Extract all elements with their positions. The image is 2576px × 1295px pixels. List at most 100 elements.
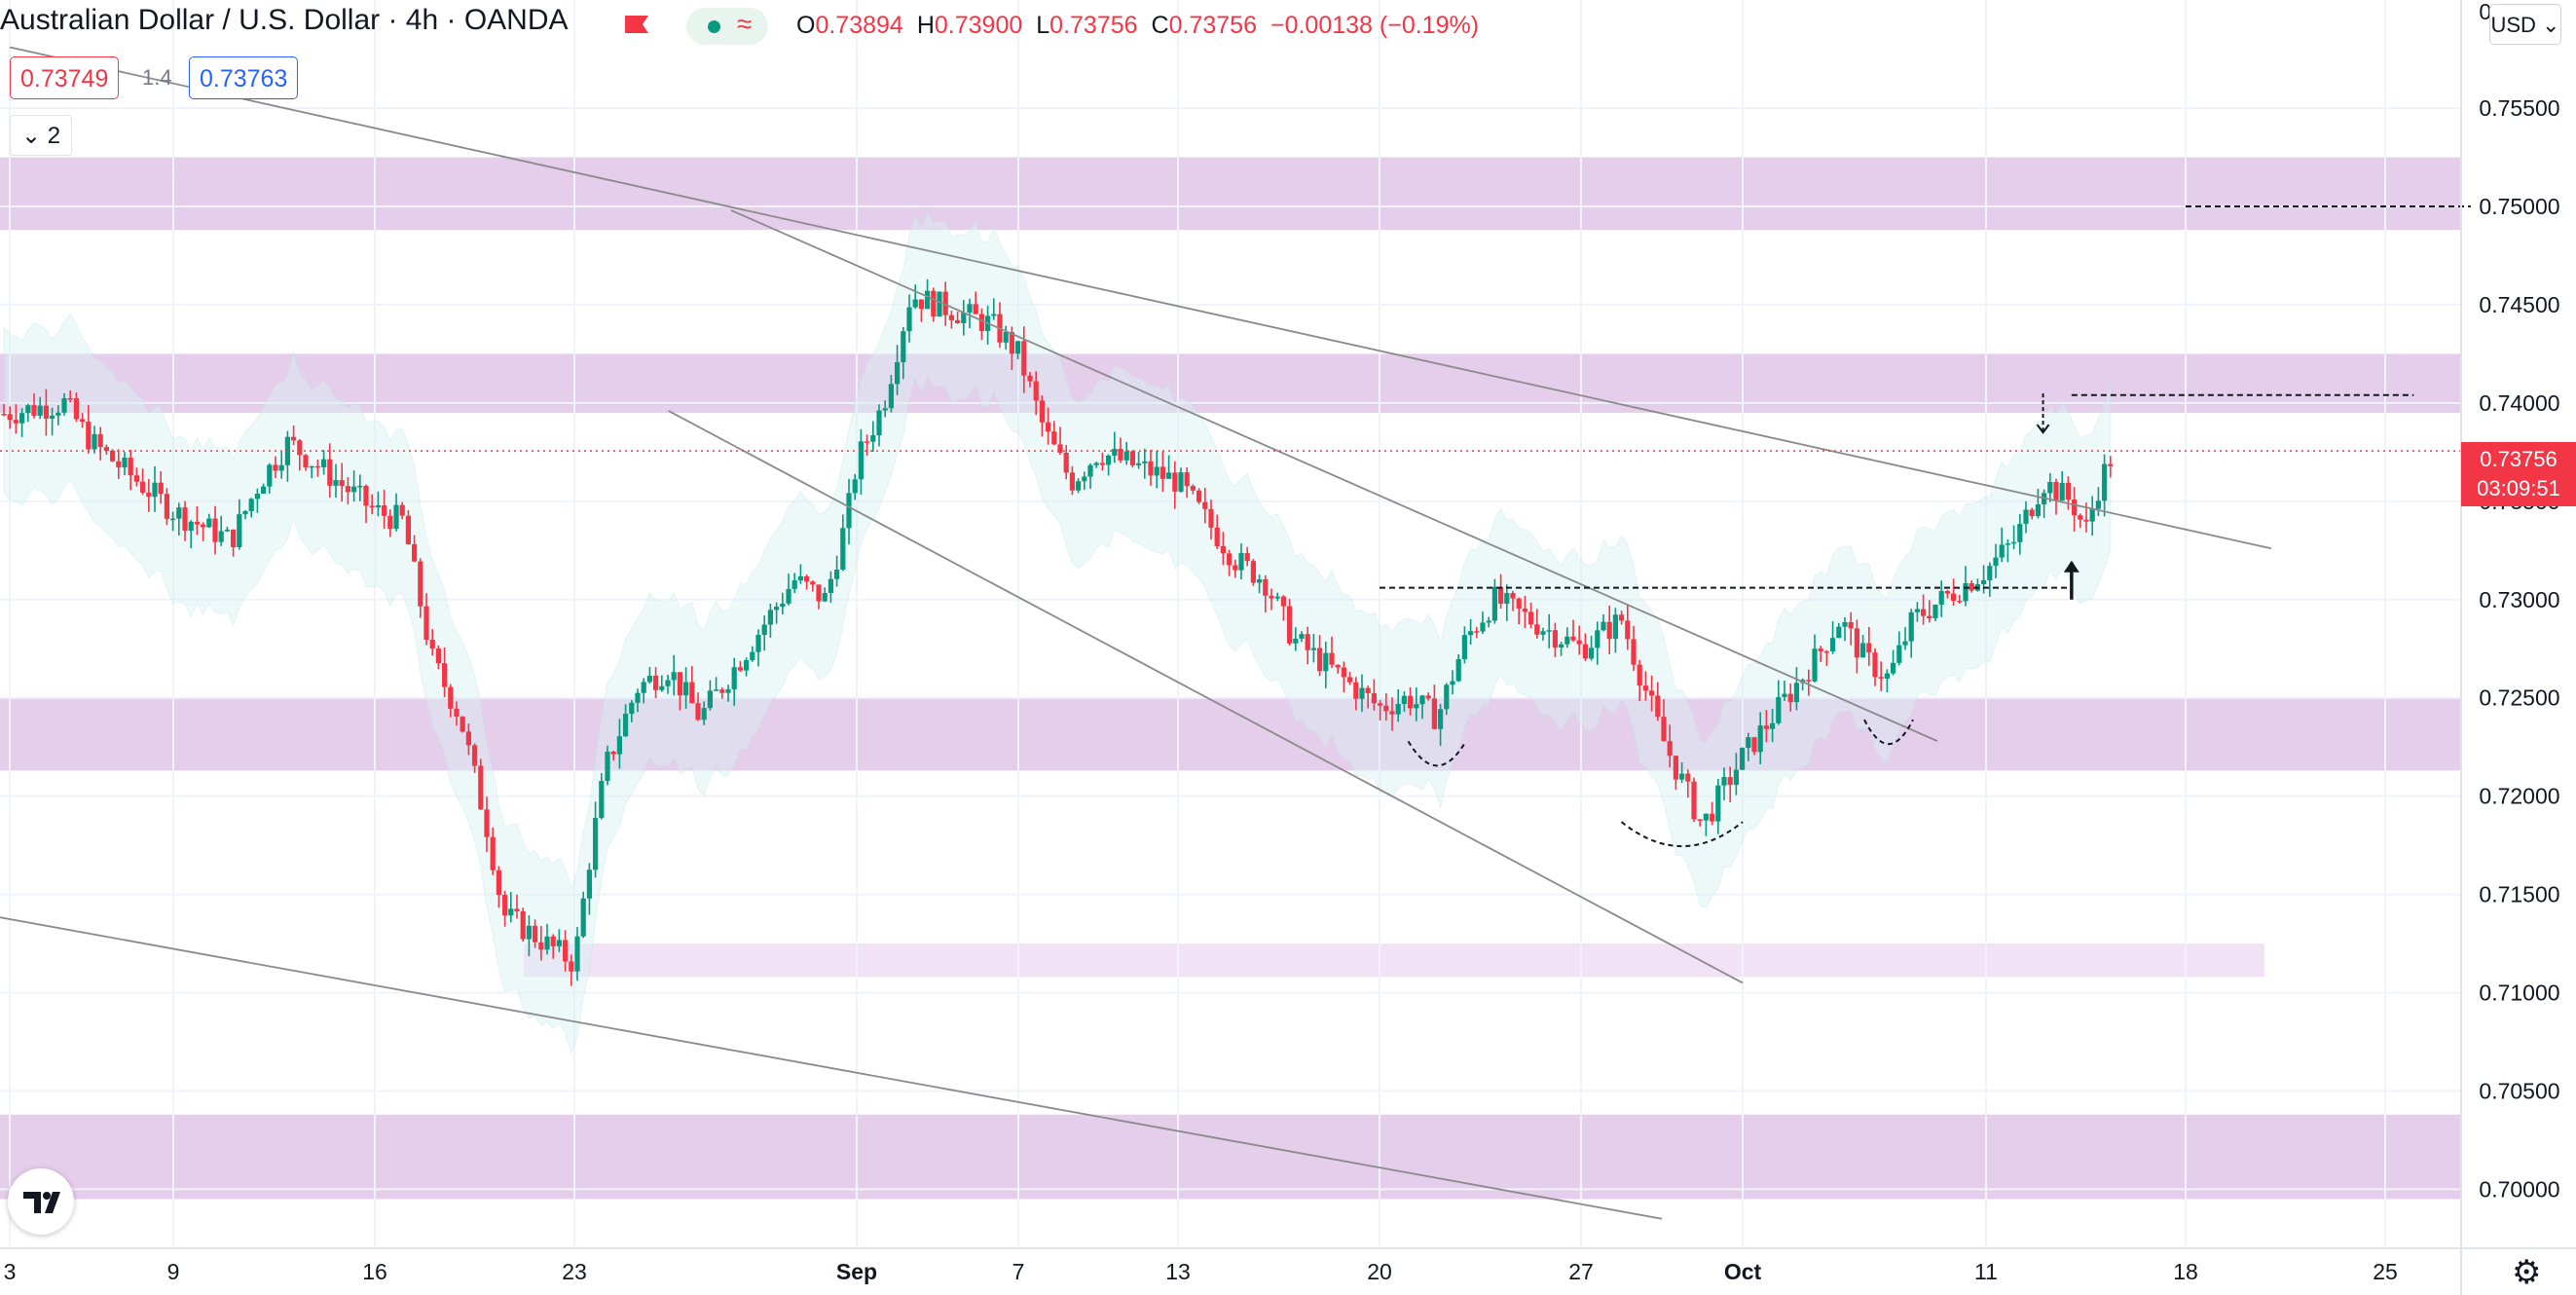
candle-body [1710,813,1715,822]
candle-body [1208,508,1214,528]
candle-body [1751,737,1757,753]
candle-body [1510,593,1516,599]
bar-countdown: 03:09:51 [2477,476,2560,500]
candle-body [1637,664,1642,686]
candle-body [43,405,49,419]
candle-body [363,485,369,506]
tradingview-logo-icon[interactable] [8,1168,74,1235]
candle-body [774,607,780,610]
time-tick-label: 9 [167,1259,180,1284]
candle-body [635,692,641,703]
candle-body [520,910,526,940]
rounded-bottom-marker [1620,821,1744,847]
candle-body [1504,593,1510,605]
candle-body [1305,634,1310,650]
candle-body [1202,501,1208,509]
indicators-toggle-button[interactable]: ⌄ 2 [10,115,72,156]
candle-body [1299,634,1305,639]
up-arrow-head [2063,560,2079,573]
candle-body [1461,635,1467,660]
candle-body [73,398,79,420]
candle-body [1178,472,1184,492]
candle-body [1703,813,1709,821]
candle-body [97,433,103,448]
candle-body [327,459,333,486]
candle-body [2017,524,2023,542]
candle-body [1347,677,1353,683]
sell-button[interactable]: 0.73749 [10,56,120,99]
ohlc-readout: O0.73894 H0.73900 L0.73756 C0.73756 −0.00138… [796,12,1480,39]
candle-body [37,405,43,416]
ohlc-open: 0.73894 [815,12,903,39]
candle-body [1491,586,1497,621]
candle-body [1787,693,1793,703]
candle-body [496,870,501,895]
candle-body [978,314,984,331]
candle-body [948,314,954,320]
candle-body [846,493,852,529]
candle-body [231,529,237,547]
candle-body [526,925,532,940]
candle-body [623,714,629,737]
candle-body [1196,490,1202,502]
candle-body [133,475,139,482]
candle-body [810,581,816,585]
candle-body [146,492,152,498]
candle-body [1842,621,1848,627]
candle-body [92,433,97,450]
candle-body [1438,709,1444,729]
candle-body [1046,422,1051,432]
candle-body [1280,596,1286,607]
currency-select[interactable]: USD ⌄ [2489,4,2561,45]
candle-body [610,751,616,755]
candle-body [918,299,924,310]
flag-icon[interactable] [623,14,650,35]
supply-demand-zone [524,944,2264,978]
candle-body [309,465,314,468]
candle-body [1233,565,1238,571]
candle-body [767,610,773,625]
candle-body [351,486,357,493]
candle-body [514,908,520,911]
candle-body [901,331,906,362]
candle-body [882,408,888,411]
candle-body [1818,648,1823,651]
candle-body [1359,687,1365,699]
candle-body [237,514,242,547]
candle-body [1642,685,1648,691]
candle-body [454,708,460,717]
candle-body [1480,622,1486,632]
candle-body [375,505,381,508]
time-tick-label: 18 [2173,1259,2198,1284]
candle-body [599,781,605,819]
zones-layer [0,157,2461,1200]
settings-gear-icon[interactable]: ⚙ [2512,1254,2542,1291]
candle-body [170,518,176,521]
candle-body [1051,431,1057,445]
symbol-title[interactable]: Australian Dollar / U.S. Dollar · 4h · O… [0,4,569,36]
candle-body [164,494,169,519]
candle-body [701,708,707,721]
candle-body [1559,644,1564,648]
time-tick-label: 23 [562,1259,587,1284]
candle-body [1625,620,1631,640]
candle-body [2083,519,2089,522]
candle-body [158,482,164,495]
candle-body [569,961,574,972]
candle-body [13,420,18,424]
candle-body [369,505,375,508]
candle-body [19,413,25,424]
market-status-pill[interactable]: ≈ [686,8,768,45]
candle-body [755,635,761,652]
candle-body [731,667,737,689]
candle-body [1673,756,1678,780]
candle-body [804,575,810,582]
candle-body [791,580,797,589]
candle-body [278,464,284,471]
candle-body [61,398,67,413]
candle-body [2089,508,2095,522]
candle-body [1721,777,1727,786]
buy-button[interactable]: 0.73763 [189,56,299,99]
time-tick-label: 11 [1974,1259,1998,1284]
